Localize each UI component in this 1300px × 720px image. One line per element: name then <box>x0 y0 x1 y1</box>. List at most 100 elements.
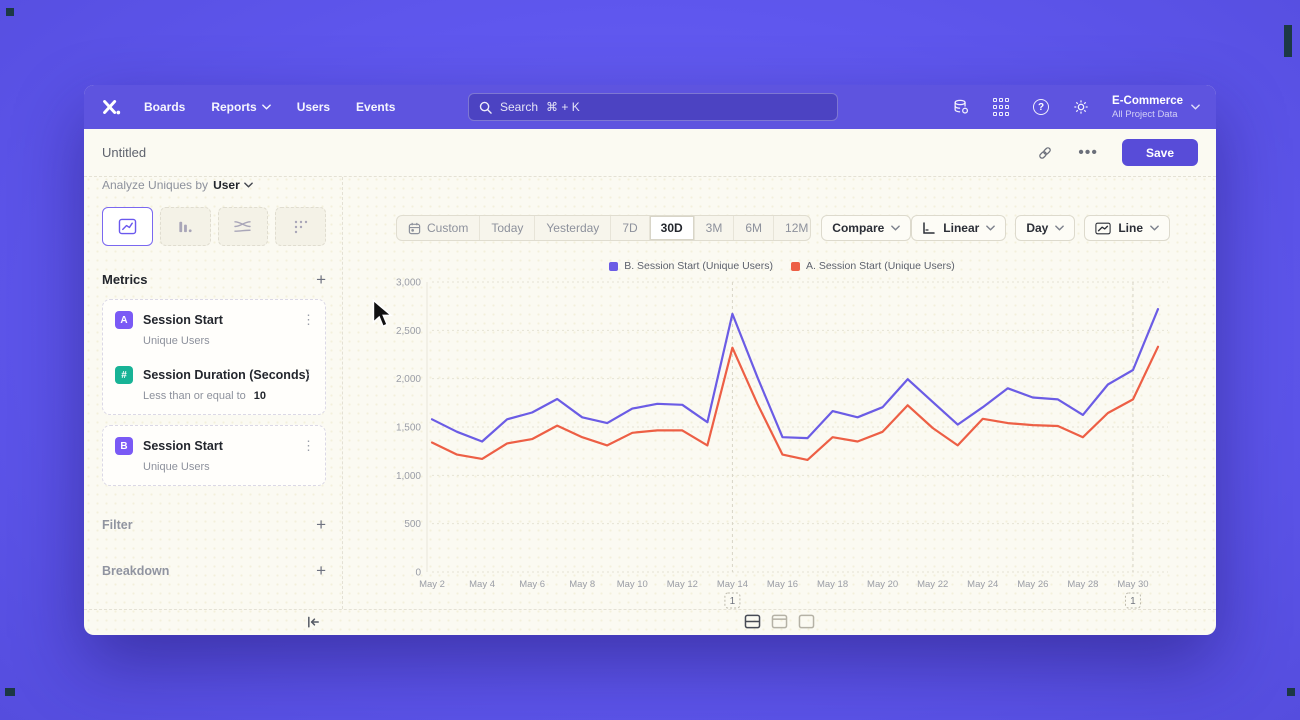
range-12m[interactable]: 12M <box>774 216 810 240</box>
metric-filter-row[interactable]: # Session Duration (Seconds) Less than o… <box>103 357 325 412</box>
scale-dropdown[interactable]: Linear <box>911 215 1007 241</box>
add-breakdown-button[interactable]: + <box>316 561 326 580</box>
footer-bar <box>84 609 1216 635</box>
filter-value[interactable]: 10 <box>253 390 266 402</box>
toggle-split-view[interactable] <box>744 614 761 629</box>
nav-label: Boards <box>144 100 186 114</box>
data-connections-icon[interactable] <box>952 98 970 116</box>
legend-item[interactable]: A. Session Start (Unique Users) <box>791 260 955 272</box>
scale-label: Linear <box>943 221 980 235</box>
save-button[interactable]: Save <box>1122 139 1198 166</box>
range-label: Custom <box>427 221 469 235</box>
legend-swatch <box>609 261 619 271</box>
range-label: Yesterday <box>546 221 600 235</box>
metric-row[interactable]: A Session Start Unique Users ⋮ <box>103 302 325 357</box>
corner-artifact <box>1287 688 1295 696</box>
range-label: 3M <box>705 221 723 235</box>
metric-subtitle[interactable]: Unique Users <box>143 461 210 473</box>
range-yesterday[interactable]: Yesterday <box>535 216 612 240</box>
help-icon[interactable]: ? <box>1032 98 1050 116</box>
analyze-row: Analyze Uniques by User <box>102 181 326 195</box>
line-chart[interactable]: 0 500 1,000 1,500 2,000 2,500 3,000 1 1 May 2 May … <box>386 272 1178 612</box>
report-title[interactable]: Untitled <box>102 145 147 160</box>
axis-icon <box>923 221 936 234</box>
svg-text:May 26: May 26 <box>1017 579 1048 590</box>
mixpanel-logo-icon[interactable] <box>100 96 122 118</box>
svg-text:May 14: May 14 <box>717 579 748 590</box>
svg-text:1,500: 1,500 <box>396 423 421 434</box>
apps-grid-icon[interactable] <box>992 98 1010 116</box>
svg-text:0: 0 <box>415 568 421 579</box>
chevron-down-icon <box>1191 104 1200 110</box>
nav-item-boards[interactable]: Boards <box>144 100 185 114</box>
range-30d[interactable]: 30D <box>649 216 695 240</box>
range-7d[interactable]: 7D <box>611 216 650 240</box>
nav-item-reports[interactable]: Reports <box>211 100 271 114</box>
tab-line-chart[interactable] <box>102 207 153 246</box>
corner-artifact <box>1284 25 1292 57</box>
chevron-down-icon <box>261 104 271 110</box>
chart-style-label: Line <box>1118 221 1143 235</box>
chevron-down-icon <box>986 225 996 231</box>
compare-label: Compare <box>832 221 885 235</box>
share-link-icon[interactable] <box>1036 144 1054 162</box>
tab-flow-chart[interactable] <box>217 207 269 246</box>
analyze-entity-dropdown[interactable]: User <box>213 181 253 192</box>
project-switcher[interactable]: E-Commerce All Project Data <box>1112 94 1200 120</box>
nav-item-users[interactable]: Users <box>297 100 330 114</box>
range-6m[interactable]: 6M <box>734 216 775 240</box>
search-icon <box>479 101 492 114</box>
chevron-down-icon <box>891 225 901 231</box>
toggle-header-view[interactable] <box>771 614 788 629</box>
chevron-down-icon <box>1150 225 1159 231</box>
tab-bar-chart[interactable] <box>159 207 211 246</box>
chevron-down-icon <box>243 182 253 188</box>
metric-badge-a: A <box>115 311 133 329</box>
corner-artifact <box>6 8 14 16</box>
add-filter-button[interactable]: + <box>316 515 326 534</box>
metric-card-b: B Session Start Unique Users ⋮ <box>102 425 326 486</box>
metric-menu-icon[interactable]: ⋮ <box>302 312 315 327</box>
metric-menu-icon[interactable]: ⋮ <box>302 367 315 382</box>
settings-gear-icon[interactable] <box>1072 98 1090 116</box>
flow-icon <box>234 221 252 232</box>
collapse-sidebar-icon[interactable] <box>306 615 321 634</box>
project-subtitle: All Project Data <box>1112 108 1178 120</box>
compare-button[interactable]: Compare <box>821 215 912 241</box>
legend-label: B. Session Start (Unique Users) <box>624 260 773 272</box>
range-custom[interactable]: Custom <box>397 216 481 240</box>
toggle-full-view[interactable] <box>798 614 815 629</box>
chart-legend: B. Session Start (Unique Users) A. Sessio… <box>386 260 1178 272</box>
svg-text:May 16: May 16 <box>767 579 798 590</box>
svg-text:May 22: May 22 <box>917 579 948 590</box>
legend-item[interactable]: B. Session Start (Unique Users) <box>609 260 773 272</box>
breakdown-section: Breakdown + <box>102 561 326 580</box>
interval-label: Day <box>1026 221 1049 235</box>
chart-panel: Custom Today Yesterday 7D 30D 3M 6M 12M Compare… <box>343 177 1216 609</box>
analyze-label: Analyze Uniques by <box>102 181 209 192</box>
range-label: Today <box>491 221 524 235</box>
svg-text:May 28: May 28 <box>1067 579 1098 590</box>
filter-operator[interactable]: Less than or equal to <box>143 390 246 402</box>
svg-text:May 20: May 20 <box>867 579 898 590</box>
metric-subtitle[interactable]: Unique Users <box>143 335 210 347</box>
svg-text:May 18: May 18 <box>817 579 848 590</box>
range-3m[interactable]: 3M <box>695 216 735 240</box>
range-today[interactable]: Today <box>480 216 536 240</box>
add-metric-button[interactable]: + <box>316 269 326 289</box>
more-options-button[interactable]: ••• <box>1078 143 1098 161</box>
metric-menu-icon[interactable]: ⋮ <box>302 438 315 453</box>
search-placeholder: Search <box>500 100 539 114</box>
range-label: 7D <box>622 221 638 235</box>
tab-retention-chart[interactable] <box>275 207 326 246</box>
search-input[interactable]: Search ⌘ + K <box>468 93 838 121</box>
interval-dropdown[interactable]: Day <box>1015 215 1076 241</box>
chart-style-dropdown[interactable]: Line <box>1084 215 1170 241</box>
nav-item-events[interactable]: Events <box>356 100 395 114</box>
range-label: 12M <box>785 221 809 235</box>
metric-row[interactable]: B Session Start Unique Users ⋮ <box>103 428 325 483</box>
svg-text:May 2: May 2 <box>419 579 445 590</box>
analyze-value: User <box>213 181 240 192</box>
metrics-title: Metrics <box>102 272 148 287</box>
legend-swatch <box>791 261 800 271</box>
